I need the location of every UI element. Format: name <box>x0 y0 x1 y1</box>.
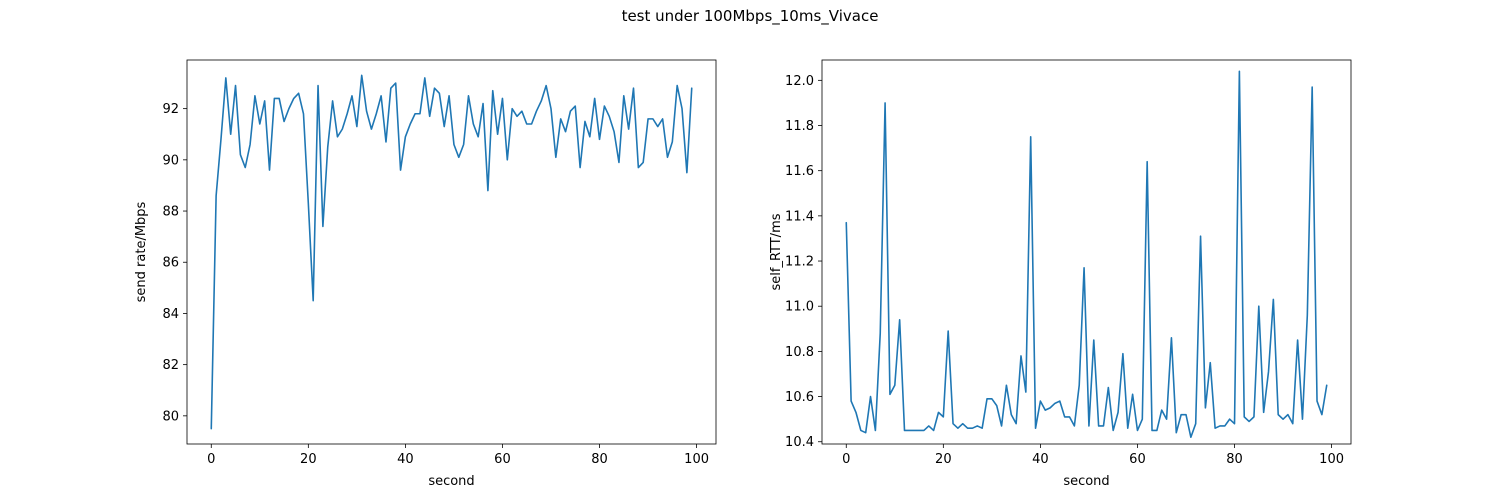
self-rtt-y-tick-label: 10.4 <box>785 435 814 450</box>
send-rate-chart: 0 20 40 60 80 100 80 82 84 86 88 90 92 second send rat… <box>134 59 717 489</box>
self-rtt-y-tick-label: 11.8 <box>785 119 814 134</box>
self-rtt-x-tick-label: 20 <box>935 452 952 467</box>
send-rate-x-tick-label: 20 <box>300 452 317 467</box>
send-rate-x-tick-label: 0 <box>207 452 215 467</box>
send-rate-y-tick-label: 86 <box>162 256 179 271</box>
send-rate-axes-frame <box>186 59 717 445</box>
self-rtt-y-axis-label: self_RTT/ms <box>769 213 784 290</box>
send-rate-y-tick-label: 84 <box>162 307 179 322</box>
self-rtt-y-tick-label: 11.2 <box>785 255 814 270</box>
self-rtt-y-tick-label: 12.0 <box>785 74 814 89</box>
self-rtt-x-tick-label: 80 <box>1226 452 1243 467</box>
send-rate-y-tick-label: 90 <box>162 153 179 168</box>
send-rate-x-tick-label: 80 <box>591 452 608 467</box>
send-rate-y-tick-label: 88 <box>162 205 179 220</box>
send-rate-y-tick-label: 82 <box>162 358 179 373</box>
self-rtt-y-tick-label: 10.6 <box>785 390 814 405</box>
self-rtt-x-axis-label: second <box>1063 474 1109 489</box>
self-rtt-y-tick-label: 11.0 <box>785 300 814 315</box>
send-rate-y-axis-label: send rate/Mbps <box>134 201 149 302</box>
self-rtt-x-tick-label: 60 <box>1129 452 1146 467</box>
send-rate-x-axis-label: second <box>428 474 474 489</box>
self-rtt-y-tick-label: 11.4 <box>785 209 814 224</box>
figure-suptitle: test under 100Mbps_10ms_Vivace <box>622 7 879 26</box>
self-rtt-x-tick-label: 100 <box>1319 452 1344 467</box>
send-rate-x-tick-label: 40 <box>397 452 414 467</box>
self-rtt-y-tick-label: 11.6 <box>785 164 814 179</box>
send-rate-x-tick-label: 60 <box>494 452 511 467</box>
self-rtt-x-tick-label: 0 <box>842 452 850 467</box>
send-rate-y-tick-label: 92 <box>162 102 179 117</box>
self-rtt-x-tick-label: 40 <box>1032 452 1049 467</box>
self-rtt-series-line <box>845 70 1328 439</box>
send-rate-x-tick-label: 100 <box>684 452 709 467</box>
send-rate-series-line <box>210 74 693 430</box>
self-rtt-chart: 0 20 40 60 80 100 10.4 10.6 10.8 11.0 11.2 11.4 11.6… <box>769 59 1352 489</box>
self-rtt-axes-frame <box>821 59 1352 445</box>
send-rate-y-tick-label: 80 <box>162 409 179 424</box>
self-rtt-y-tick-label: 10.8 <box>785 345 814 360</box>
